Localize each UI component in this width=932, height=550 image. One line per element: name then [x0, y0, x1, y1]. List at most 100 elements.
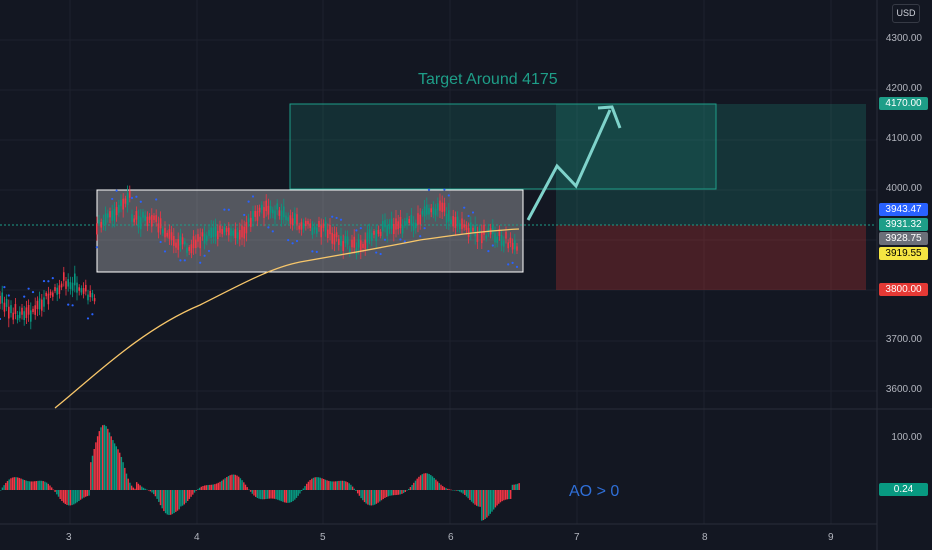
- ao-bar: [8, 479, 10, 490]
- ao-bar: [358, 490, 361, 496]
- ao-bar: [399, 490, 401, 495]
- ao-bar: [511, 484, 514, 490]
- candle-body: [443, 202, 446, 212]
- ao-bar: [345, 481, 347, 490]
- candle-body: [197, 234, 199, 242]
- ao-bar: [368, 490, 371, 506]
- ao-bar: [234, 474, 236, 490]
- sar-dot: [295, 239, 299, 243]
- sar-dot: [423, 227, 426, 230]
- ao-bar: [100, 427, 102, 490]
- candle-body: [309, 223, 311, 228]
- ao-bar: [470, 490, 473, 502]
- ao-bar: [105, 426, 107, 490]
- ao-bar: [268, 490, 270, 499]
- ao-bar: [443, 487, 446, 490]
- ao-bar: [391, 490, 393, 496]
- ao-bar: [244, 484, 247, 490]
- ao-bar: [144, 488, 146, 490]
- ao-bar: [56, 490, 58, 495]
- ao-bar: [147, 490, 150, 491]
- candle-body: [14, 304, 17, 314]
- ao-bar: [474, 490, 476, 505]
- candle-body: [296, 214, 298, 225]
- ao-annotation: AO > 0: [569, 483, 620, 500]
- candle-body: [360, 240, 362, 251]
- sar-dot: [135, 195, 138, 198]
- ao-bar: [460, 490, 463, 493]
- ao-bar: [331, 481, 333, 490]
- ao-bar: [493, 490, 495, 510]
- candle-body: [32, 308, 34, 313]
- candle-body: [302, 223, 305, 229]
- candle-body: [19, 311, 21, 319]
- ao-bar: [61, 490, 63, 502]
- ao-bar: [243, 482, 245, 490]
- sar-dot: [403, 240, 406, 243]
- sar-dot: [7, 294, 10, 297]
- candle-body: [239, 229, 241, 240]
- sar-dot: [203, 254, 206, 257]
- candle-body: [291, 218, 294, 226]
- candle-body: [476, 232, 479, 242]
- candle-body: [478, 228, 481, 232]
- ao-bar: [416, 478, 418, 490]
- candle-body: [340, 235, 342, 247]
- ao-bar: [372, 490, 374, 506]
- candle-body: [113, 208, 116, 221]
- candle-body: [122, 198, 124, 210]
- candle-body: [36, 300, 39, 310]
- ao-bar: [76, 490, 78, 503]
- ao-bar: [222, 479, 225, 490]
- candle-body: [142, 211, 144, 218]
- ao-bar: [385, 490, 388, 498]
- price-label-3600: 3600.00: [885, 384, 922, 395]
- candle-body: [63, 272, 65, 281]
- ao-bar: [323, 479, 325, 490]
- candle-body: [58, 285, 61, 295]
- ao-bar: [292, 490, 294, 502]
- ao-bar: [363, 490, 366, 503]
- candle-body: [426, 204, 428, 215]
- candle-body: [333, 234, 336, 245]
- ao-bar: [453, 490, 456, 491]
- ao-bar: [54, 490, 56, 492]
- ao-bar: [506, 490, 508, 500]
- candle-body: [212, 227, 215, 238]
- ao-bar: [132, 487, 134, 490]
- ao-bar: [414, 480, 417, 490]
- ao-bar: [481, 490, 483, 521]
- sar-dot: [267, 226, 270, 229]
- oscillator-value-tag: 0.24: [879, 483, 928, 496]
- ao-bar: [86, 490, 89, 497]
- candle-body: [43, 297, 45, 307]
- price-label-3700: 3700.00: [885, 334, 922, 345]
- candle-body: [472, 227, 474, 232]
- candle-body: [454, 217, 457, 228]
- ao-bar: [91, 455, 94, 490]
- sar-dot: [355, 229, 358, 232]
- sar-dot: [179, 259, 182, 262]
- ao-bar: [1, 487, 4, 490]
- sar-dot: [467, 214, 470, 218]
- candle-body: [307, 221, 309, 225]
- candle-body: [98, 219, 100, 224]
- ao-bar: [357, 490, 359, 494]
- candle-body: [456, 216, 459, 227]
- ao-bar: [389, 490, 391, 496]
- price-tag-last: 3931.32: [879, 218, 928, 231]
- ao-bar: [314, 477, 316, 490]
- ao-bar: [343, 480, 345, 490]
- currency-button[interactable]: USD: [892, 4, 920, 23]
- candle-body: [8, 306, 10, 319]
- sar-dot: [331, 215, 334, 218]
- ao-bar: [311, 478, 313, 490]
- sar-dot: [443, 188, 446, 191]
- candle-body: [465, 224, 468, 231]
- ao-bar: [35, 481, 38, 490]
- candle-body: [206, 235, 208, 242]
- candle-body: [179, 235, 182, 246]
- candle-body: [140, 217, 142, 230]
